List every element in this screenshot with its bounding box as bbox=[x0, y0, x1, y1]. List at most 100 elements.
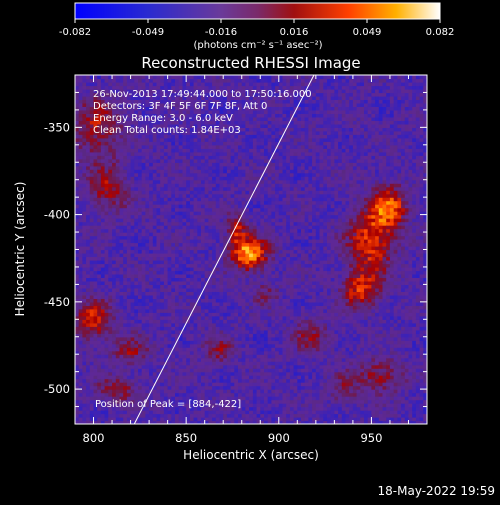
heatmap-cell bbox=[253, 302, 257, 306]
heatmap-cell bbox=[179, 250, 183, 254]
heatmap-cell bbox=[183, 347, 187, 351]
heatmap-cell bbox=[94, 368, 98, 372]
heatmap-cell bbox=[82, 148, 86, 152]
heatmap-cell bbox=[134, 344, 138, 348]
heatmap-cell bbox=[75, 389, 79, 393]
heatmap-cell bbox=[145, 239, 149, 243]
heatmap-cell bbox=[257, 382, 261, 386]
heatmap-cell bbox=[82, 124, 86, 128]
heatmap-cell bbox=[112, 319, 116, 323]
heatmap-cell bbox=[90, 407, 94, 411]
heatmap-cell bbox=[164, 333, 168, 337]
heatmap-cell bbox=[145, 246, 149, 250]
heatmap-cell bbox=[197, 187, 201, 191]
heatmap-cell bbox=[245, 361, 249, 365]
heatmap-cell bbox=[120, 173, 124, 177]
heatmap-cell bbox=[257, 264, 261, 268]
heatmap-cell bbox=[108, 323, 112, 327]
heatmap-cell bbox=[197, 250, 201, 254]
heatmap-cell bbox=[245, 162, 249, 166]
heatmap-cell bbox=[90, 319, 94, 323]
heatmap-cell bbox=[138, 361, 142, 365]
heatmap-cell bbox=[223, 218, 227, 222]
heatmap-cell bbox=[212, 243, 216, 247]
heatmap-cell bbox=[183, 215, 187, 219]
heatmap-cell bbox=[127, 389, 131, 393]
heatmap-cell bbox=[97, 162, 101, 166]
heatmap-cell bbox=[194, 382, 198, 386]
heatmap-cell bbox=[183, 148, 187, 152]
heatmap-cell bbox=[212, 337, 216, 341]
heatmap-cell bbox=[257, 312, 261, 316]
heatmap-cell bbox=[183, 295, 187, 299]
heatmap-cell bbox=[160, 295, 164, 299]
heatmap-cell bbox=[79, 176, 83, 180]
heatmap-cell bbox=[160, 183, 164, 187]
heatmap-cell bbox=[82, 138, 86, 142]
heatmap-cell bbox=[131, 337, 135, 341]
heatmap-cell bbox=[127, 183, 131, 187]
heatmap-cell bbox=[138, 393, 142, 397]
heatmap-cell bbox=[201, 333, 205, 337]
heatmap-cell bbox=[234, 382, 238, 386]
heatmap-cell bbox=[82, 403, 86, 407]
heatmap-cell bbox=[131, 316, 135, 320]
heatmap-cell bbox=[105, 183, 109, 187]
heatmap-cell bbox=[75, 155, 79, 159]
heatmap-cell bbox=[242, 407, 246, 411]
heatmap-cell bbox=[134, 389, 138, 393]
heatmap-cell bbox=[86, 120, 90, 124]
heatmap-cell bbox=[157, 358, 161, 362]
heatmap-cell bbox=[212, 323, 216, 327]
heatmap-cell bbox=[257, 407, 261, 411]
heatmap-cell bbox=[142, 204, 146, 208]
heatmap-cell bbox=[157, 250, 161, 254]
heatmap-cell bbox=[168, 141, 172, 145]
heatmap-cell bbox=[212, 253, 216, 257]
heatmap-cell bbox=[138, 368, 142, 372]
heatmap-cell bbox=[160, 281, 164, 285]
heatmap-cell bbox=[108, 183, 112, 187]
heatmap-cell bbox=[257, 400, 261, 404]
heatmap-cell bbox=[179, 319, 183, 323]
heatmap-cell bbox=[253, 138, 257, 142]
heatmap-cell bbox=[168, 243, 172, 247]
heatmap-cell bbox=[197, 309, 201, 313]
heatmap-cell bbox=[242, 141, 246, 145]
heatmap-cell bbox=[153, 204, 157, 208]
heatmap-cell bbox=[75, 75, 79, 79]
heatmap-cell bbox=[245, 169, 249, 173]
heatmap-cell bbox=[134, 361, 138, 365]
heatmap-cell bbox=[223, 215, 227, 219]
heatmap-cell bbox=[116, 414, 120, 418]
heatmap-cell bbox=[223, 148, 227, 152]
heatmap-cell bbox=[227, 250, 231, 254]
heatmap-cell bbox=[101, 274, 105, 278]
heatmap-cell bbox=[190, 246, 194, 250]
heatmap-cell bbox=[231, 414, 235, 418]
heatmap-cell bbox=[201, 159, 205, 163]
heatmap-cell bbox=[97, 138, 101, 142]
heatmap-cell bbox=[171, 204, 175, 208]
heatmap-cell bbox=[116, 246, 120, 250]
heatmap-cell bbox=[183, 225, 187, 229]
heatmap-cell bbox=[171, 173, 175, 177]
heatmap-cell bbox=[123, 379, 127, 383]
heatmap-cell bbox=[75, 344, 79, 348]
heatmap-cell bbox=[123, 302, 127, 306]
heatmap-cell bbox=[138, 389, 142, 393]
heatmap-cell bbox=[208, 246, 212, 250]
heatmap-cell bbox=[79, 243, 83, 247]
heatmap-cell bbox=[153, 239, 157, 243]
heatmap-cell bbox=[97, 257, 101, 261]
heatmap-cell bbox=[138, 75, 142, 79]
heatmap-cell bbox=[79, 169, 83, 173]
heatmap-cell bbox=[208, 138, 212, 142]
heatmap-cell bbox=[142, 232, 146, 236]
heatmap-cell bbox=[116, 75, 120, 79]
heatmap-cell bbox=[131, 246, 135, 250]
heatmap-cell bbox=[127, 368, 131, 372]
heatmap-cell bbox=[101, 277, 105, 281]
heatmap-cell bbox=[249, 138, 253, 142]
heatmap-cell bbox=[257, 208, 261, 212]
